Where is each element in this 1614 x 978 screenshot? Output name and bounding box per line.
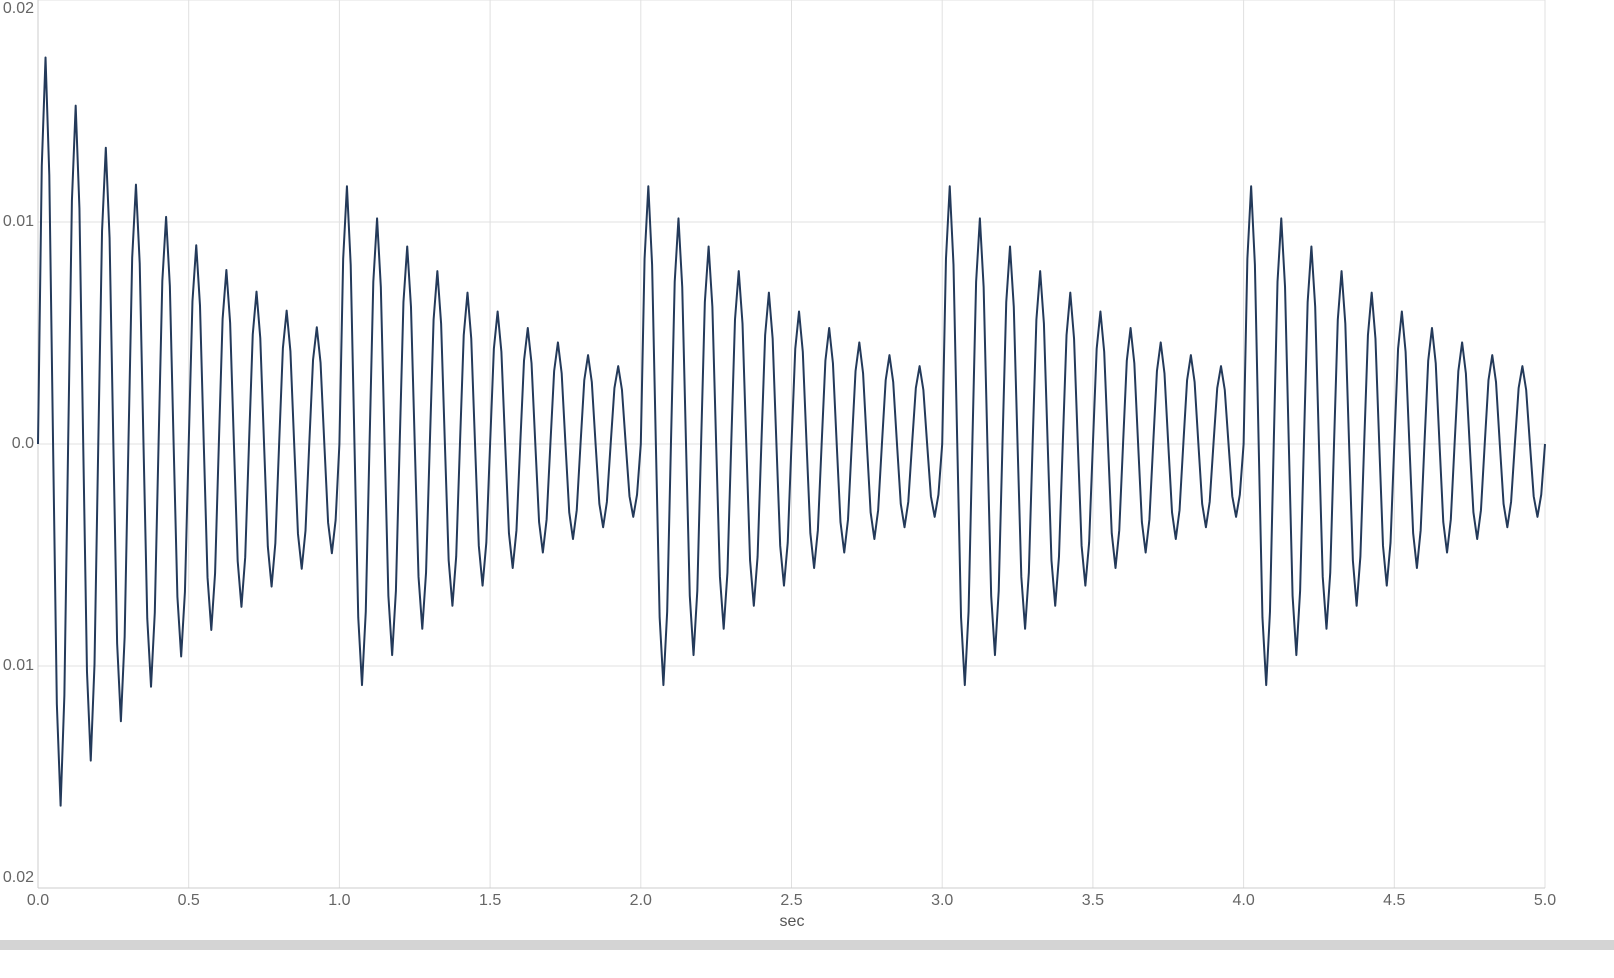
- x-tick-label: 0.5: [178, 892, 200, 909]
- y-tick-label: 0.02: [3, 0, 34, 17]
- x-tick-label: 5.0: [1534, 892, 1556, 909]
- x-tick-label: 1.5: [479, 892, 501, 909]
- x-tick-label: 3.0: [931, 892, 953, 909]
- x-axis-label: sec: [780, 913, 805, 930]
- x-tick-label: 2.5: [780, 892, 802, 909]
- x-tick-label: 4.0: [1232, 892, 1254, 909]
- x-tick-label: 3.5: [1082, 892, 1104, 909]
- x-tick-label: 4.5: [1383, 892, 1405, 909]
- scrollbar[interactable]: [0, 940, 1614, 950]
- y-tick-label: 0.02: [3, 869, 34, 886]
- y-tick-label: 0.01: [3, 657, 34, 674]
- chart: sec 0.02 0.01 0.0 0.01 0.02 0.0 0.5 1.0 1.5 2.0 2.…: [3, 0, 1556, 930]
- y-tick-label: 0.0: [12, 435, 34, 452]
- signal-line: [37, 56, 1546, 807]
- x-tick-label: 0.0: [27, 892, 49, 909]
- x-tick-label: 1.0: [328, 892, 350, 909]
- y-tick-label: 0.01: [3, 213, 34, 230]
- x-tick-label: 2.0: [630, 892, 652, 909]
